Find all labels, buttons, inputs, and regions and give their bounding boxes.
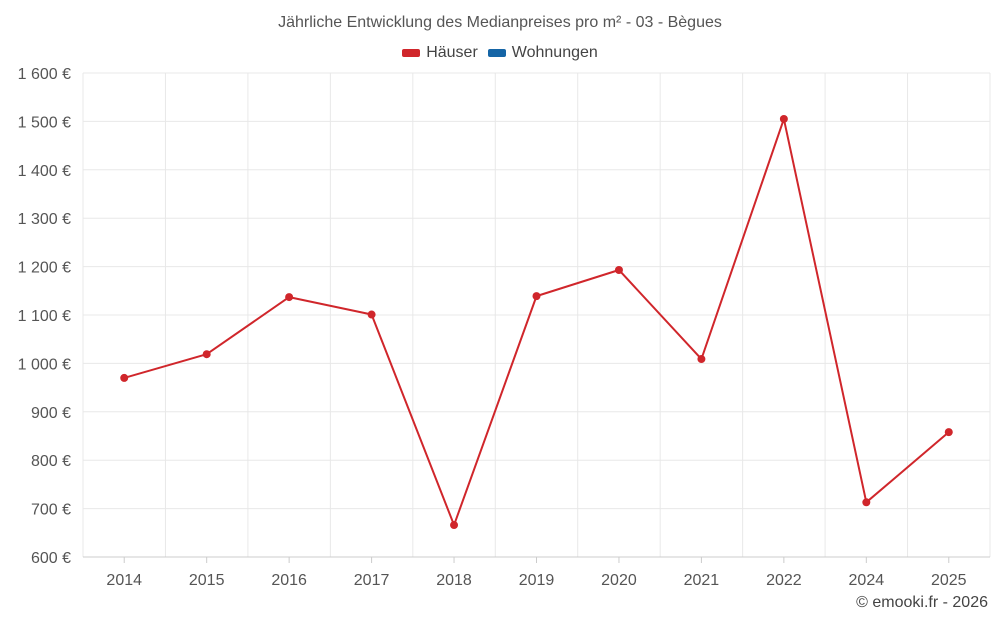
legend-swatch-houses bbox=[402, 49, 421, 57]
x-tick-label: 2019 bbox=[519, 572, 555, 589]
chart-title: Jährliche Entwicklung des Medianpreises … bbox=[278, 14, 722, 31]
y-tick-label: 600 € bbox=[31, 550, 71, 567]
x-tick-label: 2018 bbox=[436, 572, 472, 589]
y-tick-label: 1 100 € bbox=[18, 308, 71, 325]
data-point bbox=[532, 292, 541, 301]
data-point bbox=[202, 350, 211, 359]
legend: Häuser Wohnungen bbox=[0, 44, 1000, 62]
data-point bbox=[120, 373, 129, 382]
legend-label-houses: Häuser bbox=[426, 44, 478, 61]
legend-item-houses[interactable]: Häuser bbox=[402, 44, 478, 62]
data-point bbox=[450, 521, 459, 530]
y-tick-label: 1 200 € bbox=[18, 260, 71, 277]
y-tick-label: 900 € bbox=[31, 405, 71, 422]
y-tick-label: 1 500 € bbox=[18, 114, 71, 131]
x-tick-label: 2016 bbox=[271, 572, 307, 589]
x-tick-label: 2020 bbox=[601, 572, 637, 589]
data-point bbox=[614, 265, 623, 274]
x-tick-label: 2022 bbox=[766, 572, 802, 589]
legend-item-apartments[interactable]: Wohnungen bbox=[487, 44, 598, 62]
y-tick-label: 1 000 € bbox=[18, 356, 71, 373]
y-tick-label: 1 600 € bbox=[18, 66, 71, 83]
x-tick-label: 2024 bbox=[849, 572, 885, 589]
x-tick-label: 2014 bbox=[106, 572, 142, 589]
y-tick-label: 800 € bbox=[31, 453, 71, 470]
y-tick-label: 1 300 € bbox=[18, 211, 71, 228]
data-point bbox=[697, 355, 706, 364]
x-tick-label: 2025 bbox=[931, 572, 967, 589]
data-point bbox=[862, 498, 871, 507]
credit-text: © emooki.fr - 2026 bbox=[856, 594, 988, 611]
data-point bbox=[285, 293, 294, 302]
y-tick-label: 1 400 € bbox=[18, 163, 71, 180]
data-point bbox=[367, 310, 376, 319]
x-tick-label: 2017 bbox=[354, 572, 390, 589]
legend-label-apartments: Wohnungen bbox=[511, 44, 598, 61]
x-tick-label: 2015 bbox=[189, 572, 225, 589]
legend-swatch-apartments bbox=[487, 49, 506, 57]
data-point bbox=[944, 428, 953, 437]
data-point bbox=[779, 114, 788, 123]
x-tick-label: 2021 bbox=[684, 572, 720, 589]
y-tick-label: 700 € bbox=[31, 502, 71, 519]
